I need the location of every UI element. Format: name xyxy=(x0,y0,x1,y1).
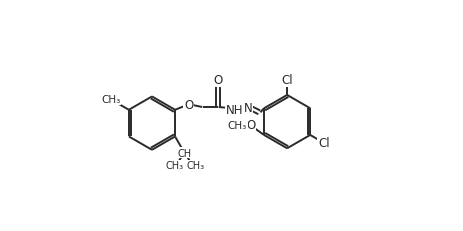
Text: CH₃: CH₃ xyxy=(165,161,183,171)
Text: CH₃: CH₃ xyxy=(186,161,204,171)
Text: N: N xyxy=(243,101,252,114)
Text: Cl: Cl xyxy=(318,137,329,150)
Text: NH: NH xyxy=(225,103,243,116)
Text: Cl: Cl xyxy=(281,73,292,86)
Text: O: O xyxy=(213,74,222,87)
Text: O: O xyxy=(246,119,255,132)
Text: O: O xyxy=(183,98,193,111)
Text: CH₃: CH₃ xyxy=(101,95,120,105)
Text: CH₃: CH₃ xyxy=(227,120,246,131)
Text: CH: CH xyxy=(177,148,191,158)
